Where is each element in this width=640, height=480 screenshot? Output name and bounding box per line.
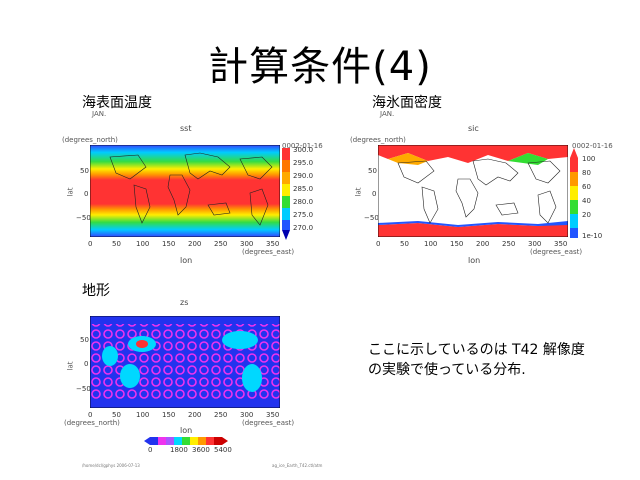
zs-xtick: 50 xyxy=(112,411,121,419)
sst-cbar-tick: 290.0 xyxy=(293,172,314,180)
sst-ytick-0: 0 xyxy=(84,190,89,198)
sst-cbar-tick: 280.0 xyxy=(293,198,314,206)
sic-cbar-tick: 20 xyxy=(582,211,591,219)
zs-cbar-tick: 5400 xyxy=(214,446,232,454)
zs-cbar-tick: 1800 xyxy=(170,446,188,454)
sic-xtick: 50 xyxy=(400,240,409,248)
sst-xtick: 350 xyxy=(266,240,280,248)
sst-colorbar xyxy=(282,148,290,240)
sst-cbar-tick: 275.0 xyxy=(293,211,314,219)
sst-month: JAN. xyxy=(92,110,107,118)
sic-date: 0002-01-16 xyxy=(572,142,613,150)
zs-ytick-50n: 50 xyxy=(80,336,89,344)
sic-xtick: 100 xyxy=(424,240,438,248)
sic-xtick: 250 xyxy=(502,240,516,248)
sst-cbar-tick: 295.0 xyxy=(293,159,314,167)
zs-cbar-tick: 3600 xyxy=(192,446,210,454)
sst-map xyxy=(90,145,280,237)
sic-xunit: (degrees_east) xyxy=(530,248,583,256)
sst-xtick: 0 xyxy=(88,240,93,248)
note-line-2: の実験で使っている分布. xyxy=(368,362,526,378)
sic-ytick-0: 0 xyxy=(372,190,377,198)
zs-xtick: 300 xyxy=(240,411,254,419)
note-line-1: ここに示しているのは T42 解像度 xyxy=(368,342,585,358)
sst-var: sst xyxy=(180,124,192,133)
sic-month: JAN. xyxy=(380,110,395,118)
zs-xtick: 0 xyxy=(88,411,93,419)
zs-xlabel: lon xyxy=(180,426,193,435)
sst-date: 0002-01-16 xyxy=(282,142,323,150)
slide-title: 計算条件(4) xyxy=(208,44,432,90)
sic-xtick: 200 xyxy=(476,240,490,248)
sic-yunit: (degrees_north) xyxy=(350,136,406,144)
zs-var: zs xyxy=(180,298,189,307)
zs-ytick-0: 0 xyxy=(84,360,89,368)
zs-xtick: 100 xyxy=(136,411,150,419)
zs-xunit: (degrees_east) xyxy=(242,419,295,427)
sic-var: sic xyxy=(468,124,479,133)
sst-xtick: 50 xyxy=(112,240,121,248)
sst-xtick: 250 xyxy=(214,240,228,248)
zs-xtick: 250 xyxy=(214,411,228,419)
sst-xtick: 150 xyxy=(162,240,176,248)
sst-ytick-50n: 50 xyxy=(80,167,89,175)
sst-ylabel: lat xyxy=(66,187,75,197)
sst-xtick: 200 xyxy=(188,240,202,248)
footer-left: /home/dcl/gphys 2006-07-13 xyxy=(82,463,140,468)
sic-xtick: 150 xyxy=(450,240,464,248)
sic-colorbar xyxy=(570,148,578,238)
zs-ylabel: lat xyxy=(66,361,75,371)
sic-cbar-tick: 40 xyxy=(582,197,591,205)
sst-xunit: (degrees_east) xyxy=(242,248,295,256)
sic-cbar-tick: 100 xyxy=(582,155,596,163)
sst-xlabel: lon xyxy=(180,256,193,265)
sic-xtick: 300 xyxy=(528,240,542,248)
sst-xtick: 300 xyxy=(240,240,254,248)
sic-xtick: 350 xyxy=(554,240,568,248)
zs-xtick: 150 xyxy=(162,411,176,419)
sst-cbar-tick: 285.0 xyxy=(293,185,314,193)
sst-cbar-tick: 270.0 xyxy=(293,224,314,232)
sic-map xyxy=(378,145,568,237)
sic-heading: 海氷面密度 xyxy=(372,95,442,111)
sst-ytick-50s: −50 xyxy=(76,214,91,222)
sic-cbar-tick: 60 xyxy=(582,183,591,191)
sic-xtick: 0 xyxy=(376,240,381,248)
sic-ylabel: lat xyxy=(354,187,363,197)
sic-cbar-tick: 1e-10 xyxy=(582,232,603,240)
zs-xtick: 350 xyxy=(266,411,280,419)
sic-cbar-tick: 80 xyxy=(582,169,591,177)
sic-ytick-50n: 50 xyxy=(368,167,377,175)
zs-heading: 地形 xyxy=(82,283,110,299)
zs-yunit: (degrees_north) xyxy=(64,419,120,427)
zs-cbar-tick: 0 xyxy=(148,446,153,454)
sst-heading: 海表面温度 xyxy=(82,95,152,111)
zs-xtick: 200 xyxy=(188,411,202,419)
sst-xtick: 100 xyxy=(136,240,150,248)
sst-yunit: (degrees_north) xyxy=(62,136,118,144)
sic-xlabel: lon xyxy=(468,256,481,265)
sic-ytick-50s: −50 xyxy=(364,214,379,222)
zs-colorbar xyxy=(144,437,228,445)
sst-cbar-tick: 300.0 xyxy=(293,146,314,154)
footer-right: ag_ice_Earth_T42.ctl/atm xyxy=(272,463,323,468)
zs-ytick-50s: −50 xyxy=(76,385,91,393)
zs-map xyxy=(90,316,280,408)
